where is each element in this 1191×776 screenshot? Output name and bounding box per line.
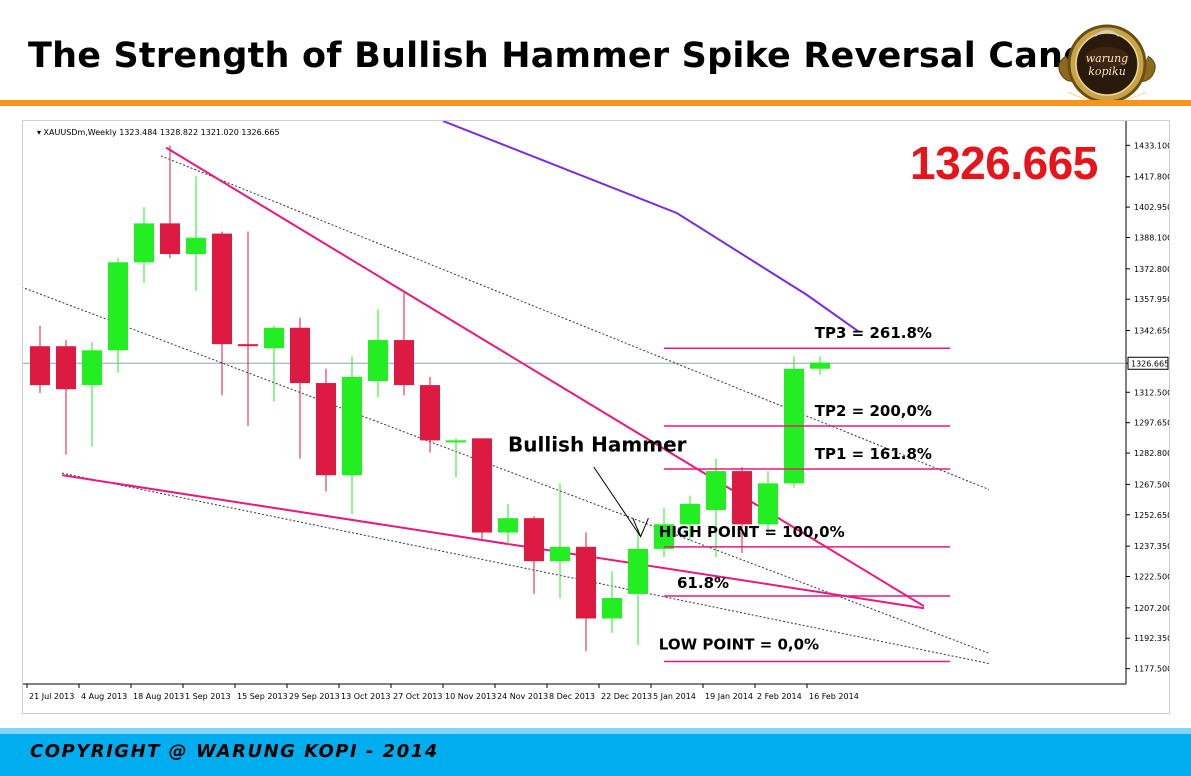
y-tick-label: 1357.950 [1134,295,1169,304]
x-tick-label: 21 Jul 2013 [29,692,74,701]
candlestick-chart: ▾ XAUUSDm,Weekly 1323.484 1328.822 1321.… [23,121,1169,701]
candle-body [264,327,284,349]
candle-body [732,471,752,525]
channel-line [160,155,990,490]
fib-level-label: TP2 = 200,0% [815,402,932,420]
y-tick-label: 1312.500 [1134,388,1169,397]
x-tick-label: 16 Feb 2014 [809,692,859,701]
candle-body [290,327,310,384]
candle-body [706,471,726,510]
candle-body [108,262,128,351]
x-tick-label: 19 Jan 2014 [705,692,753,701]
x-tick-label: 4 Aug 2013 [81,692,127,701]
candle-body [680,503,700,525]
channel-line [23,287,990,654]
top-bar [0,0,1191,4]
candle-body [316,383,336,476]
candle-body [394,340,414,386]
candle-body [550,546,570,562]
fib-level-label: TP3 = 261.8% [815,324,932,342]
copyright-text: COPYRIGHT @ WARUNG KOPI - 2014 [30,741,439,762]
candle-body [576,546,596,619]
annotation-arrow [593,466,642,537]
y-tick-label: 1177.500 [1134,665,1169,674]
candle-body [368,340,388,382]
y-tick-label: 1207.200 [1134,604,1169,613]
header-divider [0,100,1191,106]
y-tick-label: 1433.100 [1134,141,1169,150]
footer-band [0,728,1191,734]
fib-level-label: TP1 = 161.8% [815,445,932,463]
x-tick-label: 29 Sep 2013 [289,692,340,701]
y-tick-label: 1342.650 [1134,327,1169,336]
candle-body [654,524,674,549]
x-tick-label: 15 Sep 2013 [237,692,288,701]
y-tick-label: 1282.800 [1134,449,1169,458]
x-tick-label: 1 Sep 2013 [185,692,231,701]
y-tick-label: 1252.650 [1134,511,1169,520]
candle-body [498,518,518,533]
candle-body [758,483,778,525]
current-price-tag: 1326.665 [1131,359,1169,368]
x-tick-label: 22 Dec 2013 [601,692,652,701]
candle-body [30,346,50,386]
current-price-big: 1326.665 [910,137,1098,189]
warung-kopi-logo: warung kopiku [1058,24,1156,104]
x-tick-label: 2 Feb 2014 [757,692,802,701]
y-tick-label: 1192.350 [1134,634,1169,643]
candle-body [446,440,466,443]
x-tick-label: 18 Aug 2013 [133,692,184,701]
candle-body [342,376,362,476]
fib-level-label: HIGH POINT = 100,0% [659,523,845,541]
y-tick-label: 1372.800 [1134,265,1169,274]
y-tick-label: 1402.950 [1134,203,1169,212]
fib-level-label: LOW POINT = 0,0% [659,635,819,653]
candle-body [810,362,830,369]
logo-text-bottom: kopiku [1088,65,1126,78]
candle-body [628,548,648,594]
annotation-arrow-head [632,517,649,538]
candle-body [524,518,544,562]
y-tick-label: 1297.650 [1134,419,1169,428]
trend-line [61,474,925,610]
x-tick-label: 10 Nov 2013 [445,692,496,701]
symbol-label: ▾ XAUUSDm,Weekly 1323.484 1328.822 1321.… [37,128,280,137]
current-price-tag-bg [1127,356,1169,370]
footer-bar [0,728,1191,776]
x-tick-label: 27 Oct 2013 [393,692,442,701]
candle-body [56,346,76,390]
fib-level-label: 61.8% [677,574,729,592]
y-tick-label: 1267.500 [1134,480,1169,489]
moving-average-line [442,121,860,333]
y-tick-label: 1237.350 [1134,542,1169,551]
candle-body [82,350,102,386]
x-tick-label: 5 Jan 2014 [653,692,696,701]
x-tick-label: 13 Oct 2013 [341,692,390,701]
candle-body [420,385,440,441]
y-tick-label: 1388.100 [1134,233,1169,242]
candle-body [160,223,180,255]
candle-body [602,598,622,619]
candle-body [134,223,154,263]
x-tick-label: 24 Nov 2013 [497,692,548,701]
candle-body [472,438,492,533]
annotation-label: Bullish Hammer [508,433,687,457]
page-title: The Strength of Bullish Hammer Spike Rev… [28,36,1146,76]
y-tick-label: 1222.500 [1134,573,1169,582]
y-tick-label: 1417.800 [1134,173,1169,182]
candle-body [186,237,206,255]
logo-text-top: warung [1086,52,1128,65]
candle-body [238,344,258,347]
chart-frame: ▾ XAUUSDm,Weekly 1323.484 1328.822 1321.… [22,120,1170,714]
x-tick-label: 8 Dec 2013 [549,692,595,701]
trend-line [165,146,925,608]
candle-body [212,233,232,345]
channel-line [61,472,990,665]
